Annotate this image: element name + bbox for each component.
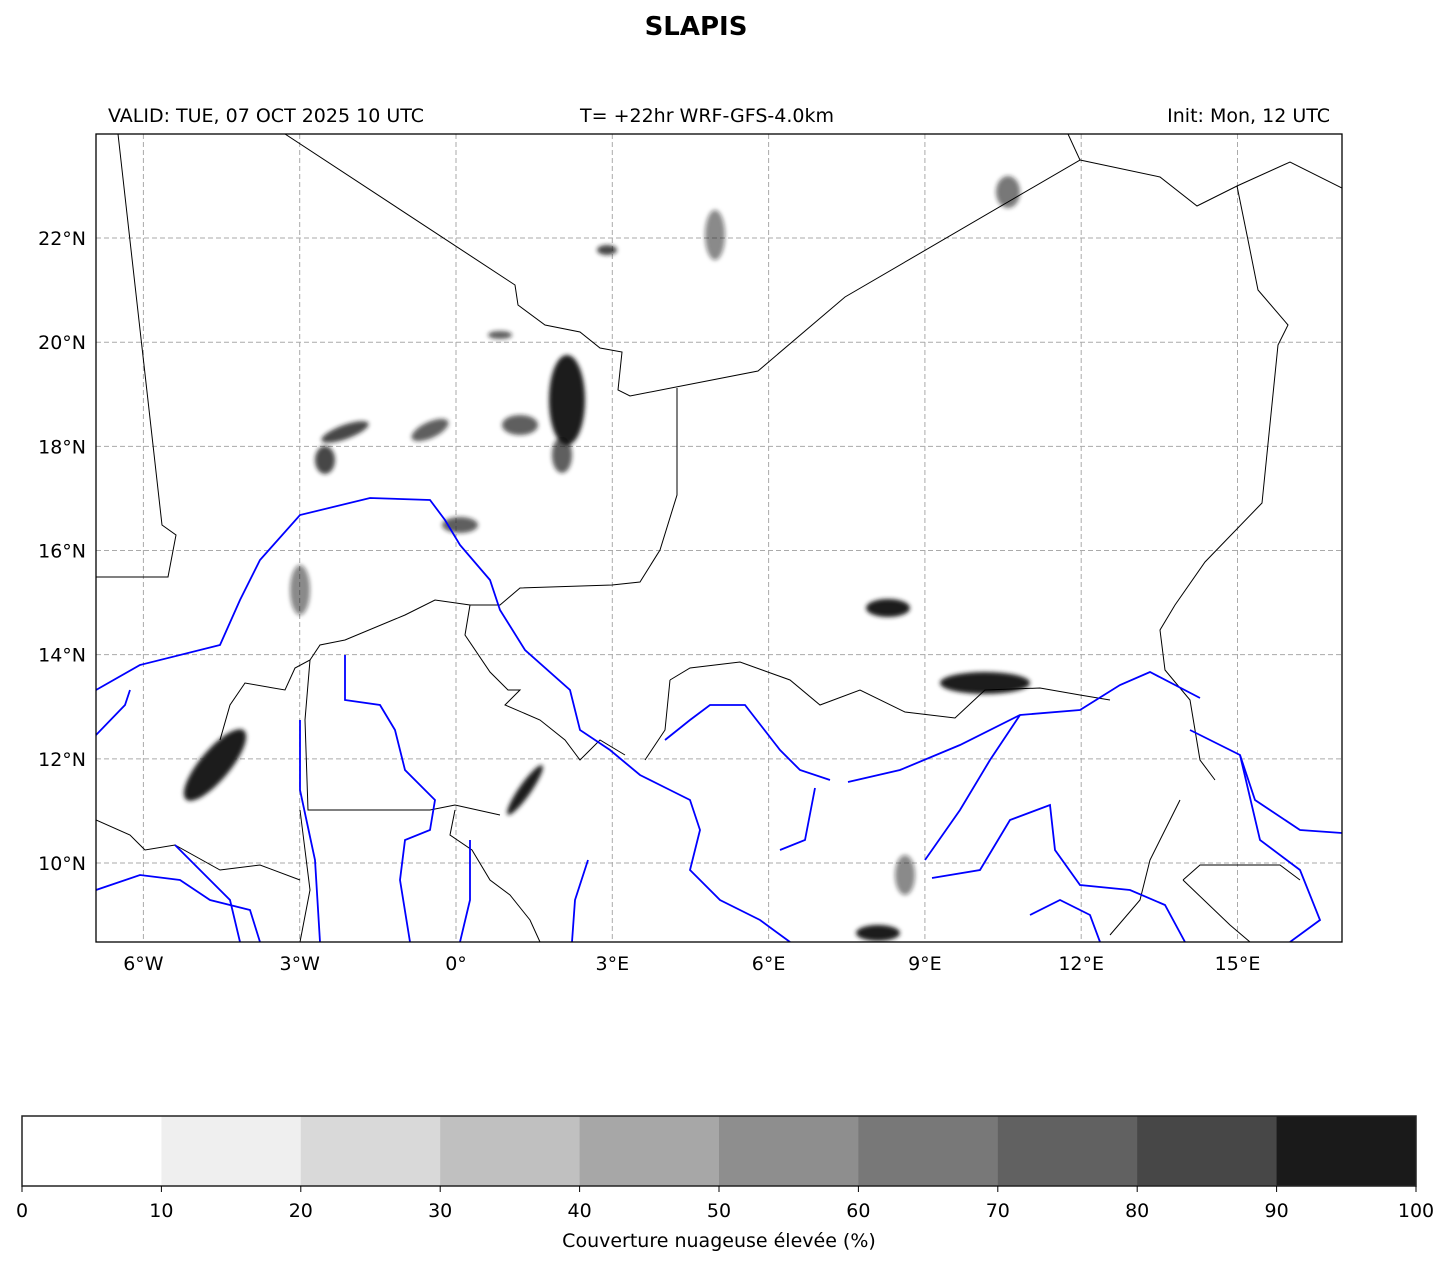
colorbar-tick-label: 0 — [16, 1200, 28, 1222]
colorbar-tick-label: 70 — [986, 1200, 1010, 1222]
colorbar-tick-label: 90 — [1265, 1200, 1289, 1222]
lon-tick-label: 12°E — [1058, 953, 1104, 975]
cloud-cell — [866, 599, 910, 617]
lon-tick-label: 3°E — [596, 953, 630, 975]
lon-tick-label: 15°E — [1215, 953, 1261, 975]
colorbar-segment — [858, 1116, 999, 1186]
colorbar-segment — [161, 1116, 302, 1186]
lat-tick-label: 12°N — [38, 749, 86, 771]
cloud-cell — [321, 421, 369, 443]
valid-time: VALID: TUE, 07 OCT 2025 10 UTC — [108, 105, 424, 127]
colorbar-tick-label: 40 — [568, 1200, 592, 1222]
colorbar-tick-label: 100 — [1398, 1200, 1434, 1222]
cloud-cell — [940, 672, 1030, 694]
country-borders — [96, 134, 1342, 942]
colorbar-tick-label: 60 — [846, 1200, 870, 1222]
cloud-cell — [996, 176, 1020, 208]
lon-tick-label: 6°E — [752, 953, 786, 975]
colorbar-tick-label: 20 — [289, 1200, 313, 1222]
cloud-cover-layer — [183, 176, 1030, 941]
init-time: Init: Mon, 12 UTC — [1167, 105, 1330, 127]
colorbar-label: Couverture nuageuse élevée (%) — [562, 1230, 876, 1252]
colorbar-segment — [1137, 1116, 1278, 1186]
cloud-cell — [856, 925, 900, 941]
colorbar-segment — [440, 1116, 581, 1186]
colorbar-segment — [22, 1116, 162, 1186]
cloud-cell — [507, 765, 543, 815]
lon-tick-label: 6°W — [123, 953, 164, 975]
colorbar-tick-label: 30 — [428, 1200, 452, 1222]
map-title: SLAPIS — [644, 12, 748, 42]
cloud-cell — [597, 245, 617, 255]
colorbar-segment — [997, 1116, 1138, 1186]
lat-tick-label: 14°N — [38, 645, 86, 667]
cloud-cell — [549, 355, 585, 445]
cloud-cell — [705, 210, 725, 260]
colorbar: 0 10 20 30 40 50 60 70 80 90 100 Couverture nuageus… — [16, 1115, 1434, 1252]
gridlines — [96, 134, 1342, 942]
colorbar-tick-label: 50 — [707, 1200, 731, 1222]
lat-tick-label: 18°N — [38, 436, 86, 458]
cloud-cell — [183, 729, 247, 801]
map-frame — [95, 133, 1343, 943]
cloud-cell — [290, 565, 310, 615]
lat-tick-label: 22°N — [38, 228, 86, 250]
colorbar-tick-label: 80 — [1125, 1200, 1149, 1222]
lon-tick-label: 3°W — [280, 953, 321, 975]
lat-tick-label: 16°N — [38, 541, 86, 563]
axis-ticks: 6°W 3°W 0° 3°E 6°E 9°E 12°E 15°E 10°N 12°N 14°N 16°… — [38, 228, 1260, 975]
lat-tick-label: 20°N — [38, 332, 86, 354]
colorbar-segment — [1276, 1116, 1417, 1186]
rivers — [96, 497, 1342, 942]
cloud-cell — [502, 415, 538, 435]
lon-tick-label: 9°E — [908, 953, 942, 975]
cloud-cell — [895, 855, 915, 895]
colorbar-segment — [579, 1116, 720, 1186]
colorbar-tick-label: 10 — [149, 1200, 173, 1222]
cloud-cell — [315, 446, 335, 474]
cloud-cell — [411, 418, 449, 442]
colorbar-segment — [300, 1116, 441, 1186]
forecast-info: T= +22hr WRF-GFS-4.0km — [580, 105, 834, 127]
lon-tick-label: 0° — [445, 953, 467, 975]
cloud-cell — [488, 331, 512, 339]
lat-tick-label: 10°N — [38, 853, 86, 875]
colorbar-segment — [719, 1116, 859, 1186]
cloud-cell — [552, 437, 572, 473]
